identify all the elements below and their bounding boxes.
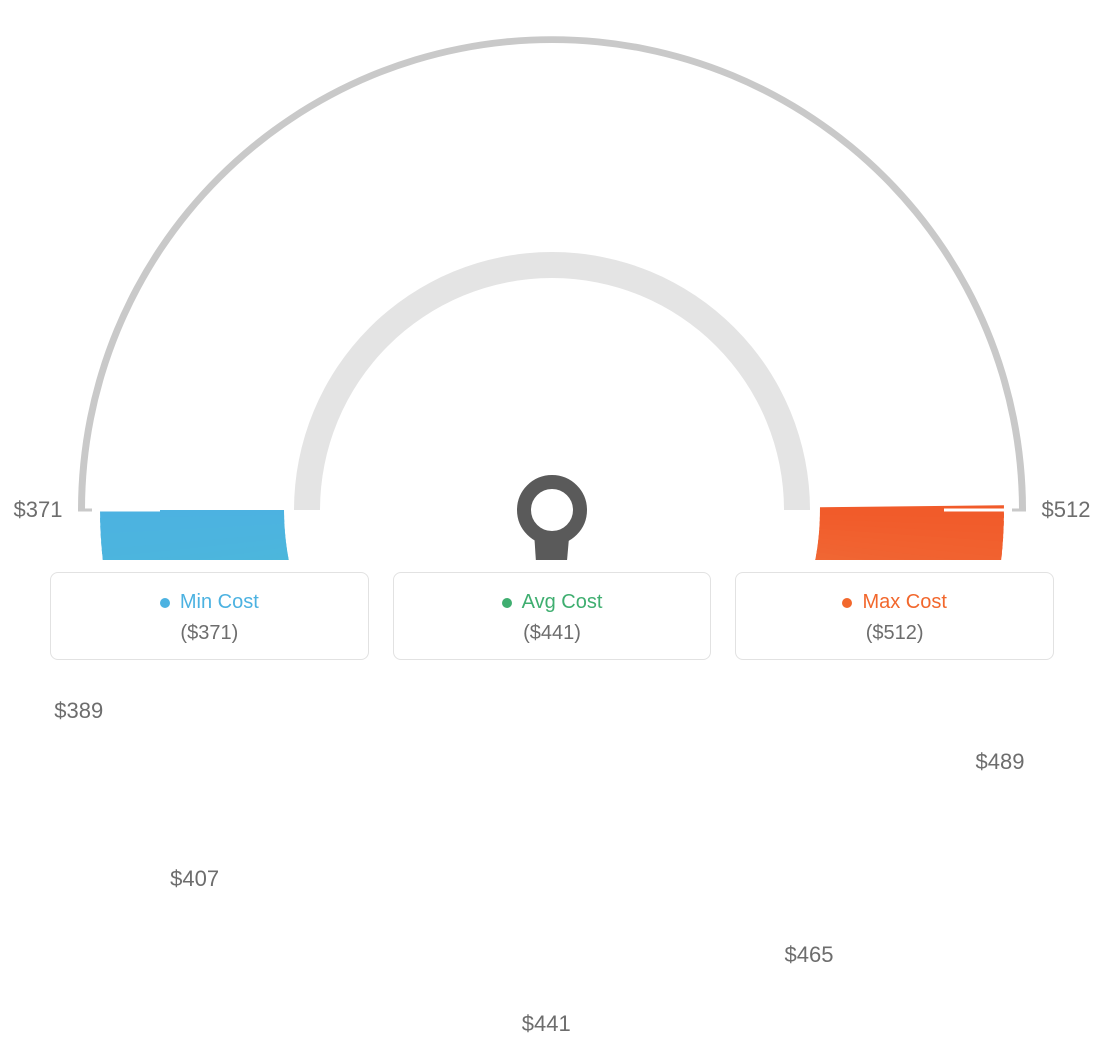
dot-icon [502, 598, 512, 608]
gauge-tick-label: $441 [522, 1011, 571, 1037]
dot-icon [160, 598, 170, 608]
legend-title-min: Min Cost [160, 591, 259, 614]
gauge-tick-label: $389 [54, 698, 103, 724]
legend-label: Max Cost [862, 591, 946, 614]
gauge-tick-label: $512 [1042, 497, 1091, 523]
gauge-tick-label: $465 [785, 942, 834, 968]
legend-title-max: Max Cost [842, 591, 946, 614]
legend-title-avg: Avg Cost [502, 591, 603, 614]
legend-card-min: Min Cost ($371) [50, 572, 369, 660]
legend-value-max: ($512) [746, 622, 1043, 645]
gauge-tick-label: $407 [170, 866, 219, 892]
cost-gauge: $371$389$407$441$465$489$512 [0, 0, 1104, 550]
legend-label: Avg Cost [522, 591, 603, 614]
legend-label: Min Cost [180, 591, 259, 614]
legend-row: Min Cost ($371) Avg Cost ($441) Max Cost… [50, 572, 1054, 660]
dot-icon [842, 598, 852, 608]
legend-value-min: ($371) [61, 622, 358, 645]
legend-value-avg: ($441) [404, 622, 701, 645]
gauge-svg [0, 0, 1104, 560]
legend-card-avg: Avg Cost ($441) [393, 572, 712, 660]
legend-card-max: Max Cost ($512) [735, 572, 1054, 660]
gauge-tick-label: $489 [975, 749, 1024, 775]
gauge-tick-label: $371 [14, 497, 63, 523]
